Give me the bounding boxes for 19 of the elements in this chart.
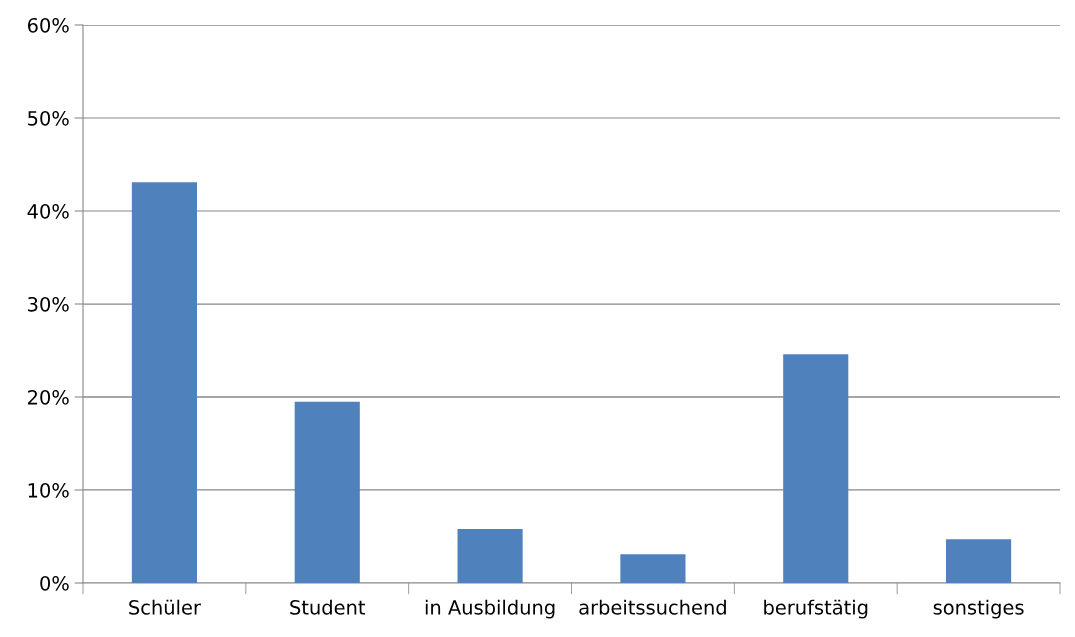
bar [457,529,523,583]
y-tick-label: 20% [28,389,69,405]
y-tick-label: 40% [27,203,69,219]
x-tick-label: berufstätig [764,599,868,619]
x-tick-label: Schüler [129,599,201,615]
y-tick-label: 0% [40,575,69,591]
x-tick-label: in Ausbildung [425,599,555,619]
x-tick-label: sonstiges [933,599,1024,619]
bar [783,354,849,583]
bar [294,401,360,583]
x-tick-label: arbeitssuchend [579,599,726,615]
y-tick-label: 60% [27,17,69,33]
bar [620,554,686,583]
y-tick-label: 50% [28,110,69,126]
x-tick-label: Student [290,599,366,615]
y-tick-label: 10% [28,482,69,498]
bar [946,539,1012,583]
y-tick-label: 30% [28,296,69,312]
bar [131,182,197,583]
